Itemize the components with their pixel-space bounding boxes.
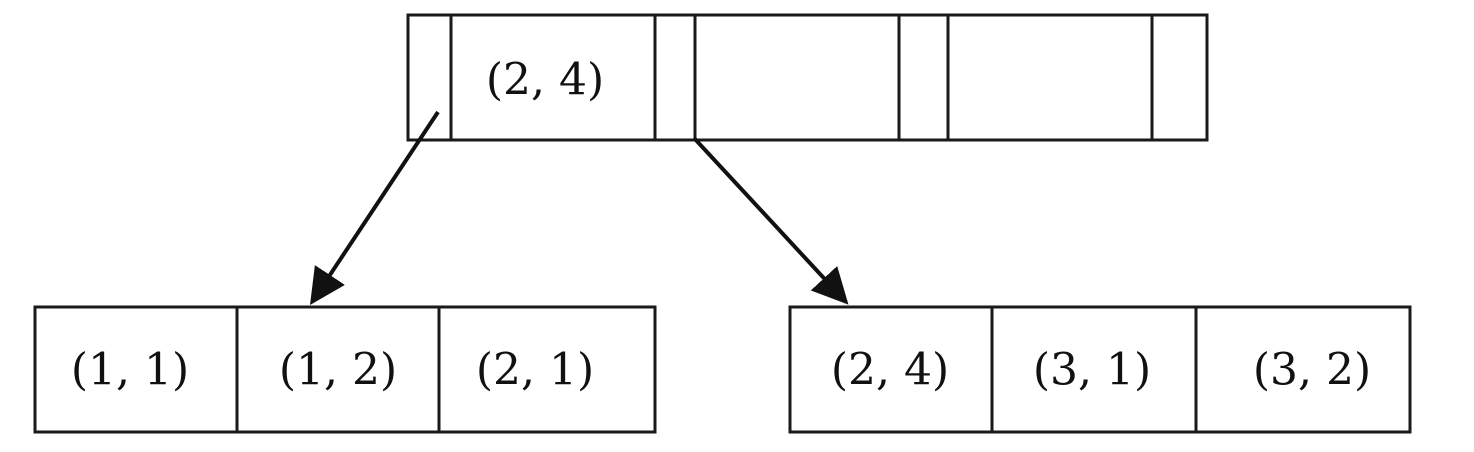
right-leaf-cell-2 <box>1194 305 1412 434</box>
root-node: (2, 4) <box>406 13 1209 142</box>
right-leaf-node: (2, 4) (3, 1) (3, 2) <box>788 305 1412 434</box>
right-leaf-key-1: (3, 1) <box>1033 345 1151 396</box>
pointer-arrow-right <box>692 136 849 305</box>
root-pointer-cell-2 <box>897 13 950 142</box>
root-key-cell-1 <box>693 13 901 142</box>
left-leaf-key-1: (1, 2) <box>279 345 397 396</box>
root-key-label-0: (2, 4) <box>486 55 604 106</box>
root-pointer-cell-0 <box>406 13 453 142</box>
right-leaf-cell-0 <box>788 305 994 434</box>
right-leaf-cell-1 <box>990 305 1198 434</box>
right-leaf-key-0: (2, 4) <box>831 345 949 396</box>
root-pointer-cell-1 <box>653 13 697 142</box>
root-key-cell-2 <box>946 13 1154 142</box>
left-leaf-key-2: (2, 1) <box>476 345 594 396</box>
left-leaf-node: (1, 1) (1, 2) (2, 1) <box>33 305 657 434</box>
right-leaf-key-2: (3, 2) <box>1253 345 1371 396</box>
pointer-arrow-left <box>310 110 440 306</box>
left-leaf-cell-0 <box>33 305 239 434</box>
left-leaf-cell-2 <box>437 305 657 434</box>
root-key-cell-0 <box>449 13 657 142</box>
left-leaf-key-0: (1, 1) <box>71 345 189 396</box>
root-pointer-cell-3 <box>1150 13 1209 142</box>
